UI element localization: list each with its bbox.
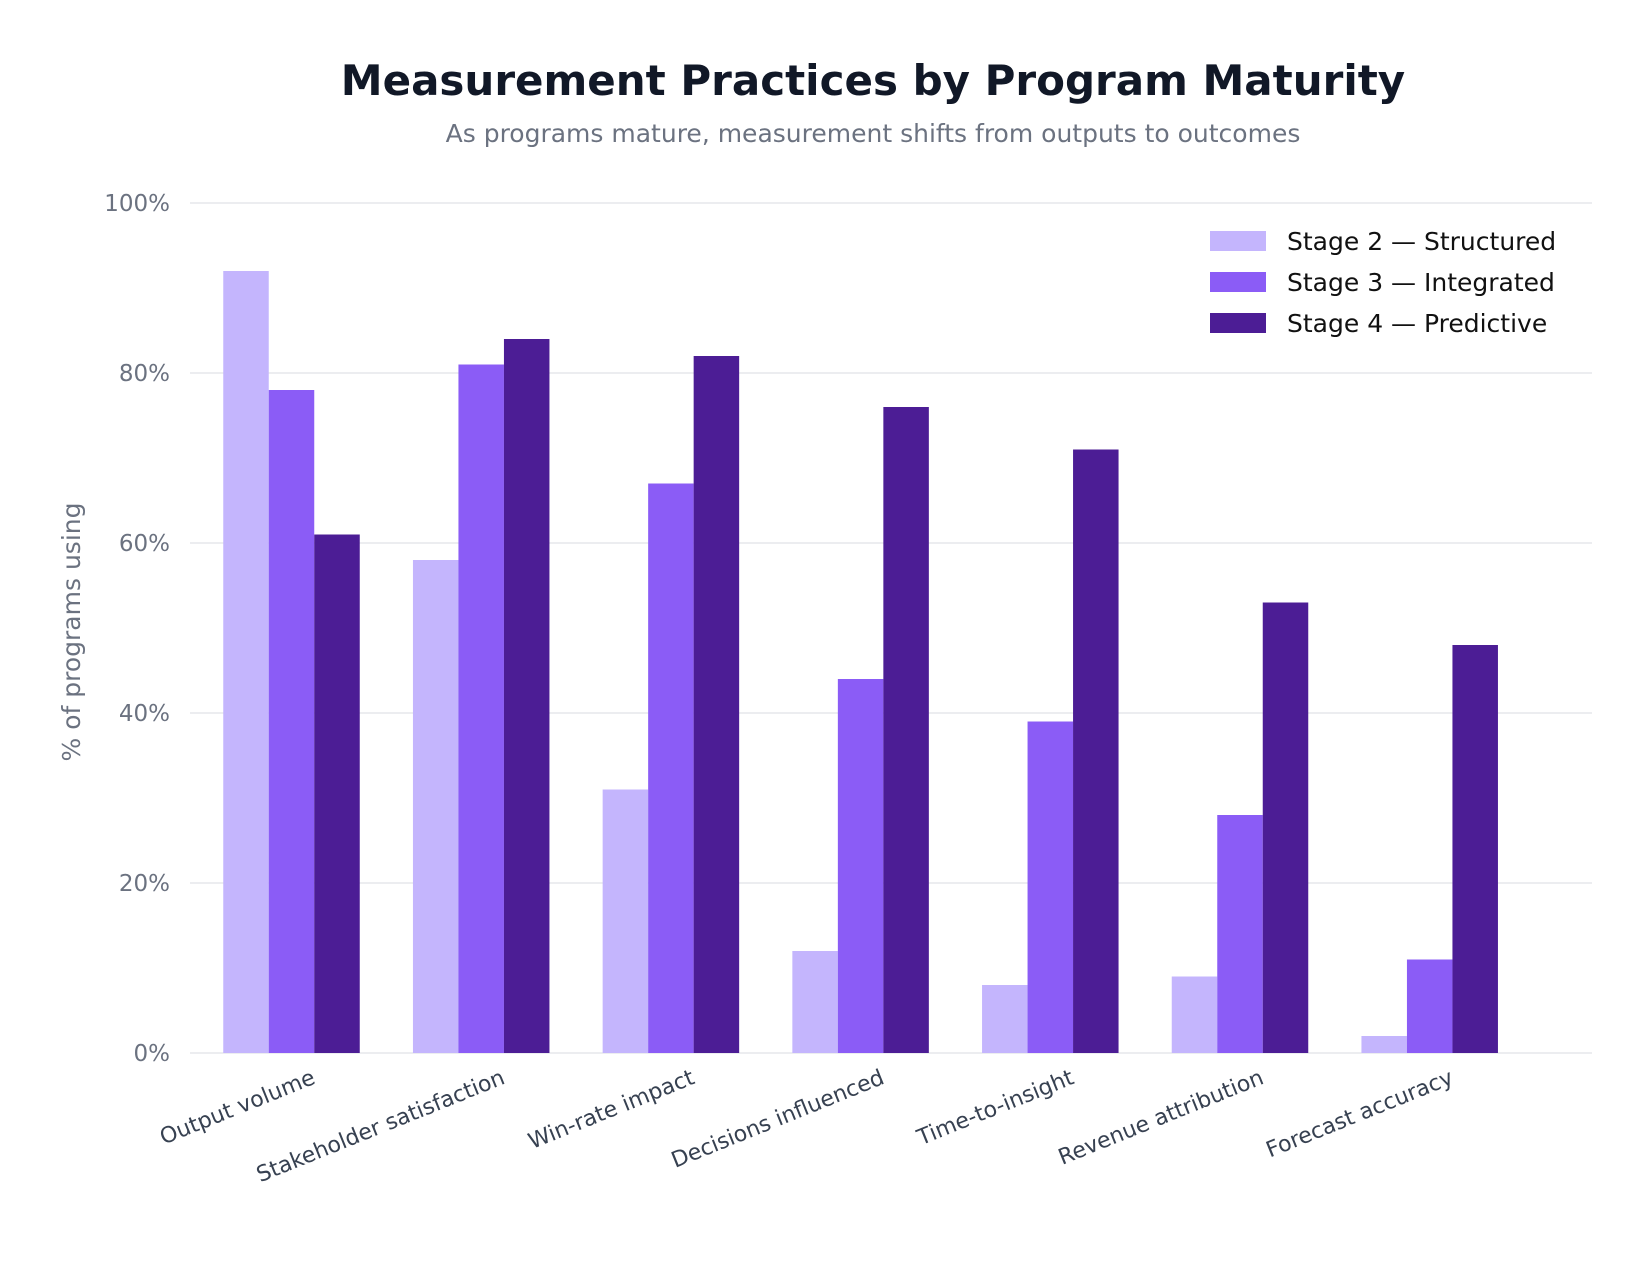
bar	[602, 789, 649, 1053]
y-axis-ticks: 0% 20% 40% 60% 80% 100%	[104, 191, 170, 1067]
bar	[412, 560, 459, 1053]
bar	[1361, 1036, 1407, 1053]
legend-label: Stage 2 — Structured	[1287, 227, 1556, 256]
bar	[1262, 602, 1309, 1053]
legend-swatch	[1210, 272, 1266, 292]
x-tick-label: Output volume	[156, 1065, 318, 1150]
y-tick-label: 0%	[134, 1041, 171, 1067]
chart-subtitle: As programs mature, measurement shifts f…	[446, 119, 1301, 148]
x-tick-label: Revenue attribution	[1055, 1065, 1267, 1170]
bar	[1171, 976, 1218, 1053]
y-tick-label: 80%	[119, 361, 170, 387]
bar	[458, 364, 504, 1053]
bar	[223, 271, 269, 1053]
bar	[503, 339, 550, 1053]
y-tick-label: 40%	[119, 701, 170, 727]
x-tick-label: Time-to-insight	[913, 1065, 1078, 1151]
bar	[982, 985, 1028, 1053]
legend-label: Stage 4 — Predictive	[1287, 309, 1547, 338]
y-axis-label: % of programs using	[57, 503, 86, 762]
bars	[223, 271, 1498, 1053]
chart-title: Measurement Practices by Program Maturit…	[341, 56, 1405, 105]
bar	[1027, 721, 1074, 1053]
y-tick-label: 60%	[119, 531, 170, 557]
legend-swatch	[1210, 231, 1266, 251]
x-tick-label: Forecast accuracy	[1263, 1065, 1457, 1163]
bar	[648, 483, 694, 1053]
bar	[314, 534, 360, 1053]
y-tick-label: 20%	[119, 871, 170, 897]
legend-swatch	[1210, 313, 1266, 333]
legend: Stage 2 — Structured Stage 3 — Integrated…	[1210, 227, 1556, 338]
bar	[883, 407, 929, 1053]
x-tick-label: Decisions influenced	[668, 1065, 888, 1173]
bar	[1406, 959, 1453, 1053]
x-tick-label: Win-rate impact	[525, 1065, 699, 1154]
bar	[1073, 449, 1119, 1053]
bar	[1452, 645, 1498, 1053]
bar	[1217, 815, 1263, 1053]
bar	[268, 390, 315, 1053]
bar	[792, 951, 838, 1053]
legend-label: Stage 3 — Integrated	[1287, 268, 1555, 297]
y-tick-label: 100%	[104, 191, 170, 217]
bar	[837, 679, 884, 1053]
bar	[693, 356, 740, 1053]
